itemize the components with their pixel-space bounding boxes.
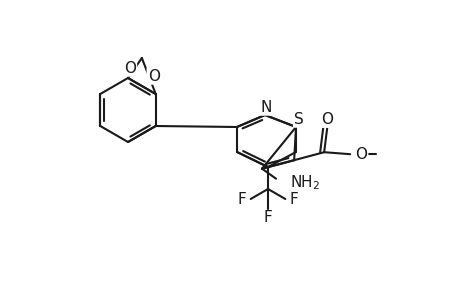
Text: F: F bbox=[237, 191, 246, 206]
Text: O: O bbox=[147, 68, 159, 83]
Text: O: O bbox=[123, 61, 135, 76]
Text: O: O bbox=[354, 147, 366, 162]
Text: S: S bbox=[293, 112, 303, 127]
Text: F: F bbox=[289, 191, 298, 206]
Text: F: F bbox=[263, 209, 272, 224]
Text: O: O bbox=[320, 112, 332, 127]
Text: NH$_2$: NH$_2$ bbox=[290, 173, 319, 192]
Text: N: N bbox=[260, 100, 271, 115]
